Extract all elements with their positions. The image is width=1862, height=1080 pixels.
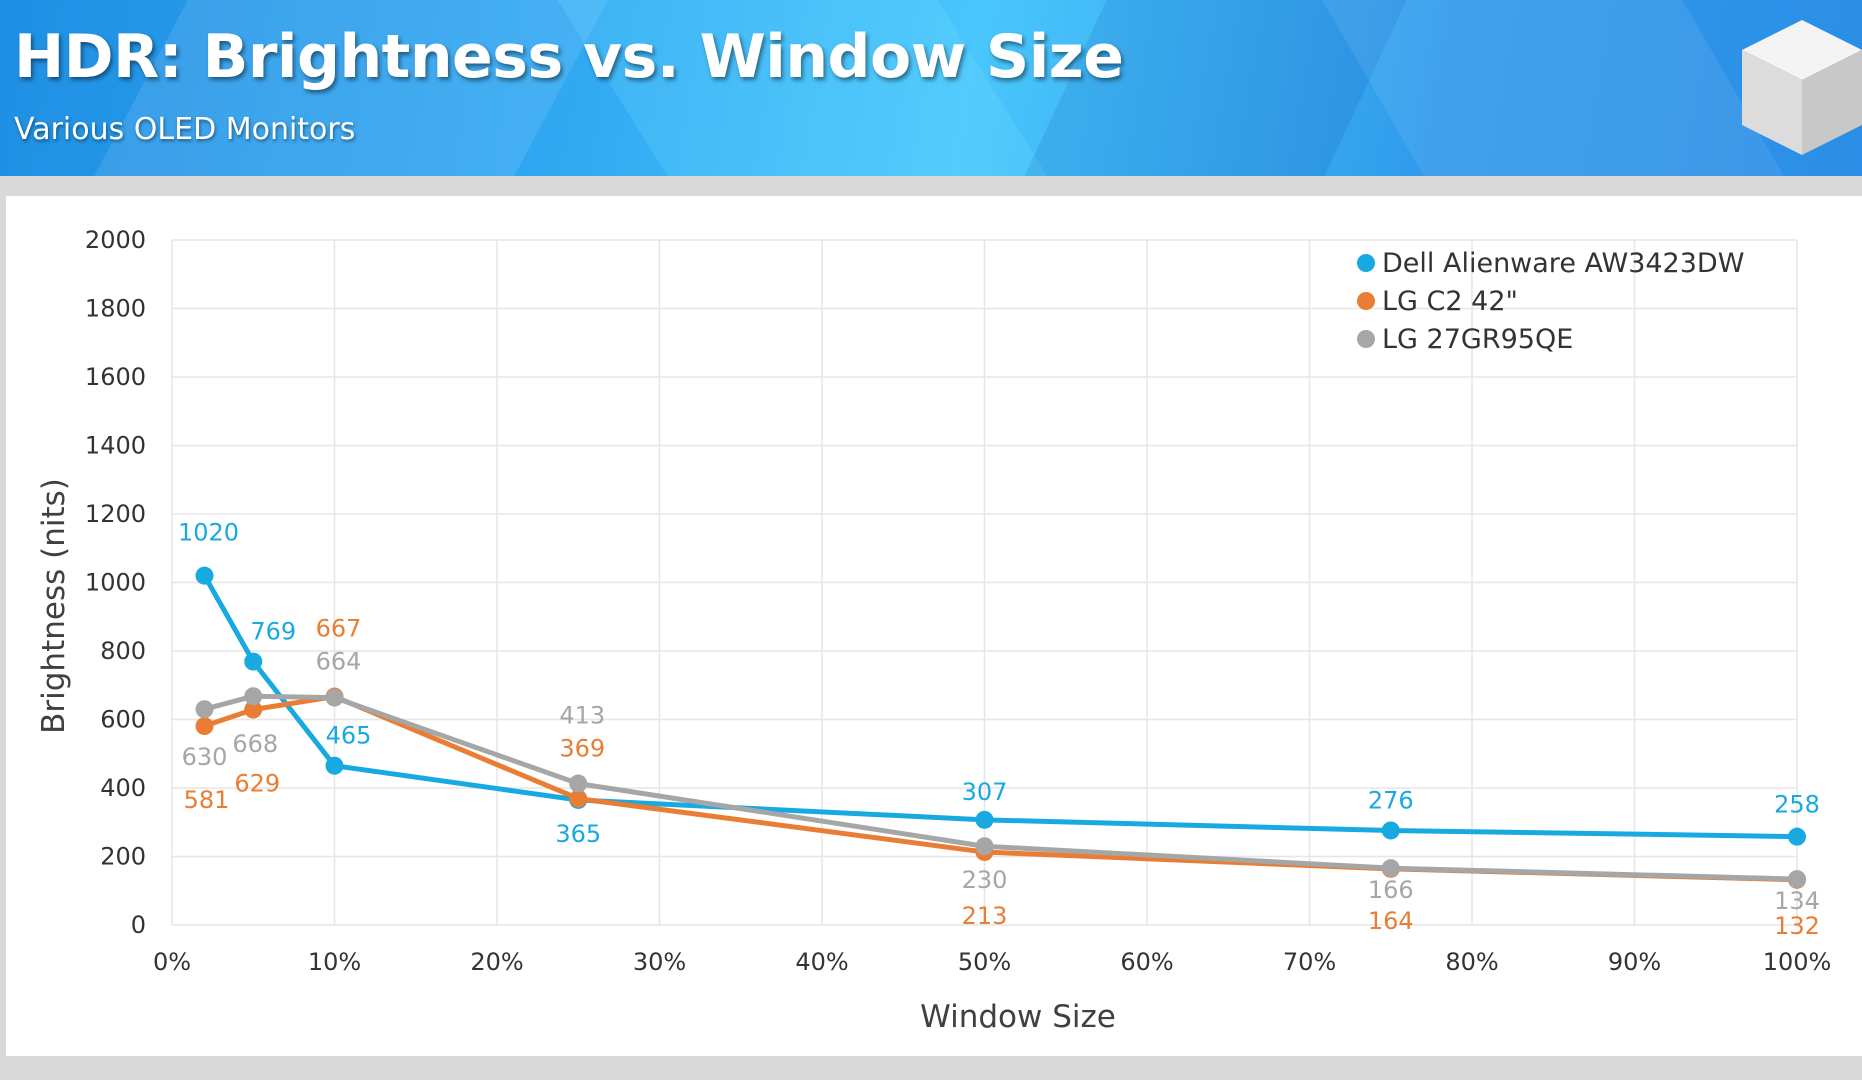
cube-logo (1742, 20, 1862, 155)
data-label: 629 (234, 770, 280, 798)
data-label: 276 (1368, 786, 1414, 814)
x-tick-label: 20% (470, 948, 523, 976)
y-axis-title: Brightness (nits) (36, 478, 72, 734)
grid (171, 239, 1798, 926)
data-point (1788, 870, 1806, 889)
data-point (244, 652, 263, 671)
data-point (325, 688, 344, 707)
y-tick-label: 800 (100, 637, 146, 665)
data-point (1788, 827, 1806, 846)
data-label: 581 (184, 786, 230, 814)
x-axis-title: Window Size (920, 999, 1116, 1035)
page-subtitle: Various OLED Monitors (14, 112, 356, 147)
x-tick-label: 30% (633, 948, 686, 976)
y-tick-label: 1800 (85, 295, 146, 323)
axis-ticks: 0 200 400 600 800 1000 1200 1400 1600 1800 2000 0% 1… (85, 226, 1831, 976)
data-point (244, 687, 263, 706)
y-tick-label: 400 (100, 774, 146, 802)
chart-panel: 0 200 400 600 800 1000 1200 1400 1600 1800 2000 0% 1… (6, 196, 1862, 1056)
x-tick-label: 80% (1445, 948, 1498, 976)
data-label: 365 (555, 820, 601, 848)
legend: Dell Alienware AW3423DW LG C2 42" LG 27GR9… (1357, 248, 1744, 355)
data-label: 307 (962, 778, 1008, 806)
legend-marker (1357, 254, 1375, 272)
x-tick-label: 60% (1120, 948, 1173, 976)
data-point (195, 566, 214, 585)
x-tick-label: 70% (1283, 948, 1336, 976)
legend-marker (1357, 292, 1375, 310)
data-label: 213 (962, 902, 1008, 930)
x-tick-label: 50% (958, 948, 1011, 976)
data-label: 667 (316, 615, 362, 643)
data-label: 132 (1774, 912, 1820, 940)
legend-label: LG C2 42" (1382, 286, 1518, 317)
header-banner: HDR: Brightness vs. Window Size Various … (0, 0, 1862, 176)
data-label: 166 (1368, 876, 1414, 904)
data-point (569, 789, 588, 808)
data-point (975, 837, 994, 856)
y-tick-label: 1000 (85, 569, 146, 597)
x-tick-label: 40% (795, 948, 848, 976)
data-point (244, 700, 263, 719)
banner-facet (1304, 0, 1816, 176)
data-point (1381, 821, 1400, 840)
x-tick-label: 90% (1608, 948, 1661, 976)
x-tick-label: 10% (308, 948, 361, 976)
data-point (195, 717, 214, 736)
y-tick-label: 600 (100, 706, 146, 734)
y-tick-label: 1600 (85, 363, 146, 391)
data-point (569, 774, 588, 793)
data-point (195, 700, 214, 719)
x-tick-label: 0% (153, 948, 191, 976)
data-point (975, 810, 994, 829)
data-label: 630 (182, 743, 228, 771)
data-label: 664 (316, 648, 362, 676)
data-label: 164 (1368, 907, 1414, 935)
data-label: 668 (232, 730, 278, 758)
y-tick-label: 0 (131, 911, 146, 939)
data-point (325, 756, 344, 775)
series-lines (195, 566, 1806, 889)
legend-marker (1357, 330, 1375, 348)
data-label: 258 (1774, 791, 1820, 819)
y-tick-label: 200 (100, 843, 146, 871)
data-point (1381, 859, 1400, 878)
data-label: 1020 (178, 519, 239, 547)
data-label: 465 (326, 722, 372, 750)
data-label: 769 (250, 618, 296, 646)
page-title: HDR: Brightness vs. Window Size (14, 22, 1124, 92)
legend-label: Dell Alienware AW3423DW (1382, 248, 1744, 279)
data-label: 230 (962, 866, 1008, 894)
y-tick-label: 2000 (85, 226, 146, 254)
data-label: 369 (559, 735, 605, 763)
x-tick-label: 100% (1763, 948, 1832, 976)
data-label: 134 (1774, 887, 1820, 915)
y-tick-label: 1400 (85, 432, 146, 460)
legend-label: LG 27GR95QE (1382, 324, 1573, 355)
y-tick-label: 1200 (85, 500, 146, 528)
chart-svg: 0 200 400 600 800 1000 1200 1400 1600 1800 2000 0% 1… (36, 226, 1831, 1035)
data-label: 413 (559, 702, 605, 730)
